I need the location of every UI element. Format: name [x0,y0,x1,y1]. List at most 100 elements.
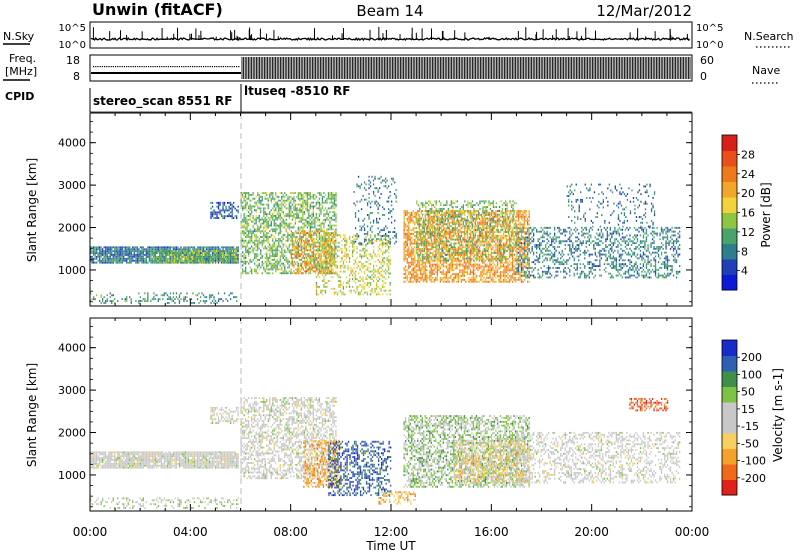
data-cell [329,194,331,196]
data-cell [368,276,370,279]
data-cell [430,267,432,270]
data-cell [164,257,166,260]
data-cell [170,250,173,253]
data-cell [182,259,185,262]
data-cell [357,219,360,222]
data-cell [329,259,331,261]
data-cell [421,229,423,232]
data-cell [263,226,265,229]
data-cell [273,236,275,238]
data-cell [216,246,218,249]
data-cell [371,175,373,178]
data-cell [288,222,290,225]
data-cell [231,248,233,251]
data-cell [151,248,153,251]
data-cell [301,230,303,233]
data-cell [254,222,256,225]
data-cell [171,246,173,249]
data-cell [324,247,327,250]
data-cell [368,282,370,284]
data-cell [320,213,322,215]
data-cell [301,257,303,259]
data-cell [185,252,188,254]
data-cell [380,289,382,292]
data-cell [362,262,364,265]
data-cell [408,250,410,253]
data-cell [426,244,428,247]
data-cell [320,222,322,225]
data-cell [213,213,215,216]
data-cell [309,222,311,225]
data-cell [199,250,201,253]
data-cell [405,235,407,237]
data-cell [236,209,238,212]
data-cell [299,209,301,212]
data-cell [287,258,289,261]
data-cell [221,254,224,256]
data-cell [371,257,373,260]
data-cell [317,228,319,231]
data-cell [212,259,215,262]
data-cell [376,221,378,224]
data-cell [420,229,422,232]
data-cell [379,272,381,275]
nave-dot [97,66,99,68]
data-cell [105,302,107,304]
data-cell [436,238,438,241]
data-cell [372,241,375,244]
data-cell [222,217,224,219]
data-cell [231,215,233,218]
data-cell [285,230,287,233]
data-cell [144,250,146,253]
data-cell [266,239,268,242]
data-cell [266,234,268,236]
data-cell [154,252,156,254]
data-cell [329,211,331,214]
data-cell [409,255,411,258]
data-cell [151,254,153,256]
data-cell [231,259,233,262]
data-cell [270,220,272,223]
data-cell [406,250,408,253]
data-cell [356,236,358,239]
data-cell [306,207,308,210]
data-cell [308,262,310,265]
data-cell [334,251,336,254]
data-cell [295,272,297,275]
data-cell [290,205,292,208]
data-cell [380,241,382,244]
data-cell [366,204,369,207]
data-cell [335,253,337,256]
data-cell [120,252,122,254]
data-cell [296,260,298,263]
data-cell [169,257,172,260]
data-cell [359,261,361,263]
data-cell [231,217,233,219]
data-cell [266,226,268,229]
data-cell [213,246,215,249]
data-cell [307,239,309,242]
data-cell [427,250,429,253]
data-cell [191,255,194,258]
data-cell [332,258,335,261]
data-cell [415,276,417,279]
data-cell [382,235,384,237]
data-cell [326,253,328,256]
data-cell [389,231,391,233]
data-cell [136,252,138,254]
data-cell [335,238,337,240]
data-cell [193,302,196,304]
data-cell [406,210,408,212]
data-cell [433,221,435,224]
data-cell [114,302,116,304]
data-cell [281,211,283,214]
data-cell [245,201,247,204]
data-cell [420,267,422,270]
data-cell [299,234,301,236]
data-cell [230,248,232,251]
data-cell [190,259,192,262]
data-cell [160,246,162,249]
data-cell [369,234,372,237]
data-cell [254,270,256,273]
